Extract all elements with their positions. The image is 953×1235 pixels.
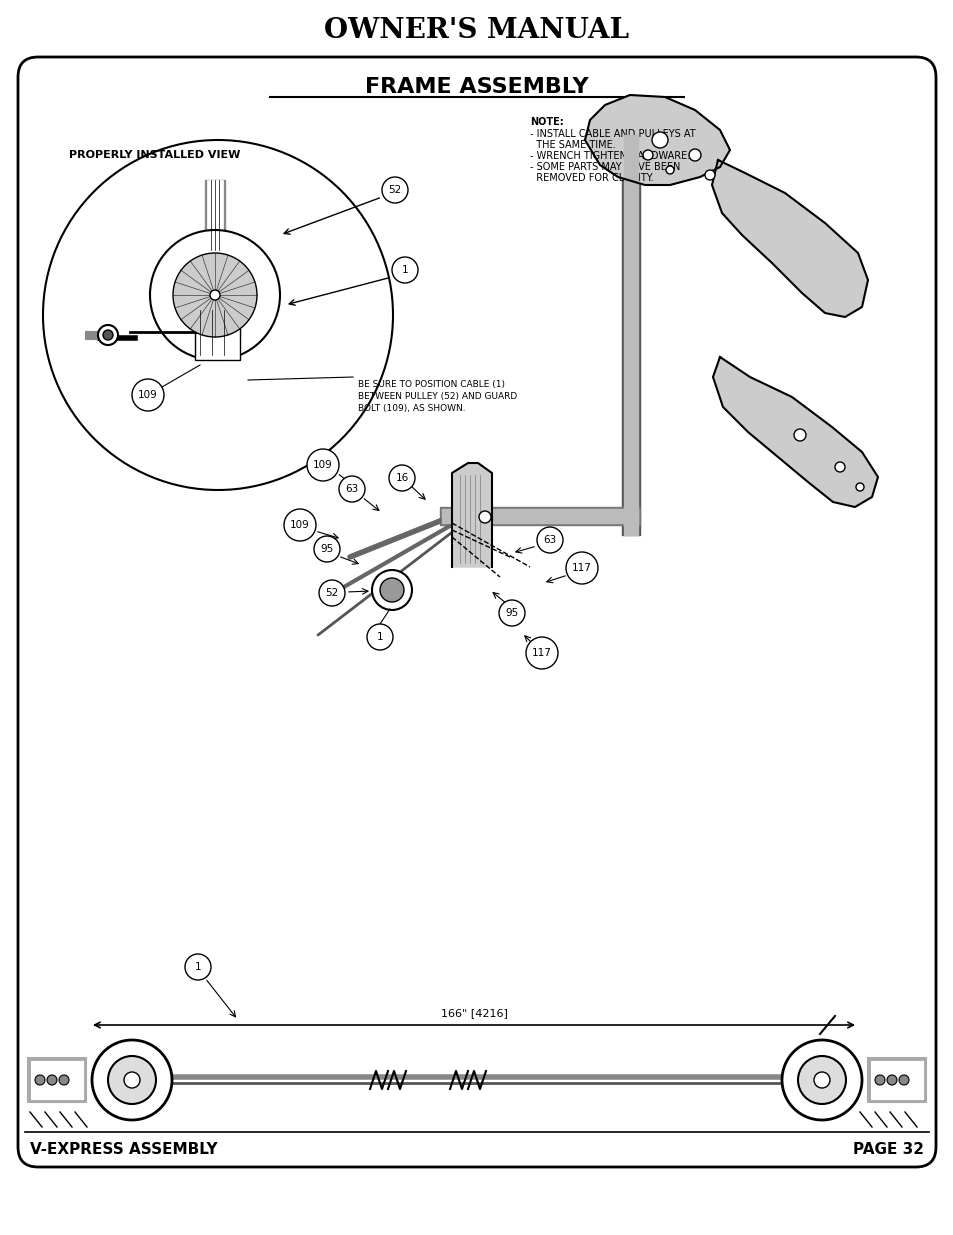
Polygon shape <box>712 357 877 508</box>
Circle shape <box>284 509 315 541</box>
Circle shape <box>185 953 211 981</box>
Polygon shape <box>584 95 729 185</box>
Circle shape <box>525 637 558 669</box>
Text: PAGE 32: PAGE 32 <box>852 1142 923 1157</box>
Text: 52: 52 <box>325 588 338 598</box>
Circle shape <box>35 1074 45 1086</box>
Bar <box>870 1061 923 1099</box>
Text: NOTE:: NOTE: <box>530 117 563 127</box>
Text: FRAME ASSEMBLY: FRAME ASSEMBLY <box>365 77 588 98</box>
Text: 166" [4216]: 166" [4216] <box>440 1008 507 1018</box>
Circle shape <box>91 1040 172 1120</box>
Bar <box>207 180 223 249</box>
Text: REMOVED FOR CLARITY.: REMOVED FOR CLARITY. <box>530 173 653 183</box>
Bar <box>441 509 638 522</box>
Text: THE SAME TIME.: THE SAME TIME. <box>530 140 615 149</box>
Circle shape <box>688 149 700 161</box>
Text: 109: 109 <box>313 459 333 471</box>
Circle shape <box>150 230 280 359</box>
Circle shape <box>314 536 339 562</box>
Text: - INSTALL CABLE AND PULLEYS AT: - INSTALL CABLE AND PULLEYS AT <box>530 128 695 140</box>
Circle shape <box>389 466 415 492</box>
Text: 1: 1 <box>376 632 383 642</box>
Circle shape <box>367 624 393 650</box>
Circle shape <box>565 552 598 584</box>
Circle shape <box>132 379 164 411</box>
Bar <box>623 135 638 535</box>
Bar <box>85 331 110 338</box>
Bar <box>194 305 240 359</box>
Circle shape <box>47 1074 57 1086</box>
Circle shape <box>834 462 844 472</box>
Text: - SOME PARTS MAY HAVE BEEN: - SOME PARTS MAY HAVE BEEN <box>530 162 679 172</box>
Circle shape <box>98 325 118 345</box>
Circle shape <box>307 450 338 480</box>
Circle shape <box>379 578 403 601</box>
Text: 16: 16 <box>395 473 408 483</box>
Polygon shape <box>452 463 492 567</box>
Circle shape <box>210 290 220 300</box>
Circle shape <box>318 580 345 606</box>
Text: 1: 1 <box>194 962 201 972</box>
Circle shape <box>886 1074 896 1086</box>
Circle shape <box>781 1040 862 1120</box>
Circle shape <box>59 1074 69 1086</box>
Circle shape <box>898 1074 908 1086</box>
Circle shape <box>338 475 365 501</box>
Circle shape <box>392 257 417 283</box>
Text: BOLT (109), AS SHOWN.: BOLT (109), AS SHOWN. <box>357 404 465 412</box>
Bar <box>621 135 639 535</box>
Text: 117: 117 <box>532 648 552 658</box>
Circle shape <box>813 1072 829 1088</box>
Text: PROPERLY INSTALLED VIEW: PROPERLY INSTALLED VIEW <box>70 149 240 161</box>
Circle shape <box>537 527 562 553</box>
Bar <box>28 1058 86 1102</box>
Text: 95: 95 <box>505 608 518 618</box>
Circle shape <box>108 1056 156 1104</box>
Circle shape <box>172 253 256 337</box>
FancyBboxPatch shape <box>18 57 935 1167</box>
Text: BE SURE TO POSITION CABLE (1): BE SURE TO POSITION CABLE (1) <box>357 380 504 389</box>
Text: OWNER'S MANUAL: OWNER'S MANUAL <box>324 16 629 43</box>
Text: 1: 1 <box>401 266 408 275</box>
Circle shape <box>704 170 714 180</box>
Text: 117: 117 <box>572 563 591 573</box>
Text: 52: 52 <box>388 185 401 195</box>
Circle shape <box>381 177 408 203</box>
Circle shape <box>372 571 412 610</box>
Circle shape <box>793 429 805 441</box>
Bar <box>30 1061 83 1099</box>
Text: - WRENCH TIGHTEN HARDWARE.: - WRENCH TIGHTEN HARDWARE. <box>530 151 690 161</box>
Bar <box>205 180 225 249</box>
Circle shape <box>103 330 112 340</box>
Circle shape <box>855 483 863 492</box>
Circle shape <box>874 1074 884 1086</box>
Circle shape <box>651 132 667 148</box>
Text: 109: 109 <box>138 390 157 400</box>
Circle shape <box>797 1056 845 1104</box>
Circle shape <box>665 165 673 174</box>
Text: 95: 95 <box>320 543 334 555</box>
Text: 109: 109 <box>290 520 310 530</box>
Text: BETWEEN PULLEY (52) AND GUARD: BETWEEN PULLEY (52) AND GUARD <box>357 391 517 401</box>
Bar <box>439 508 639 525</box>
Text: 63: 63 <box>543 535 556 545</box>
Polygon shape <box>711 161 867 317</box>
Circle shape <box>498 600 524 626</box>
Text: 63: 63 <box>345 484 358 494</box>
Circle shape <box>478 511 491 522</box>
Circle shape <box>642 149 652 161</box>
Text: V-EXPRESS ASSEMBLY: V-EXPRESS ASSEMBLY <box>30 1142 217 1157</box>
Circle shape <box>124 1072 140 1088</box>
Bar <box>867 1058 925 1102</box>
